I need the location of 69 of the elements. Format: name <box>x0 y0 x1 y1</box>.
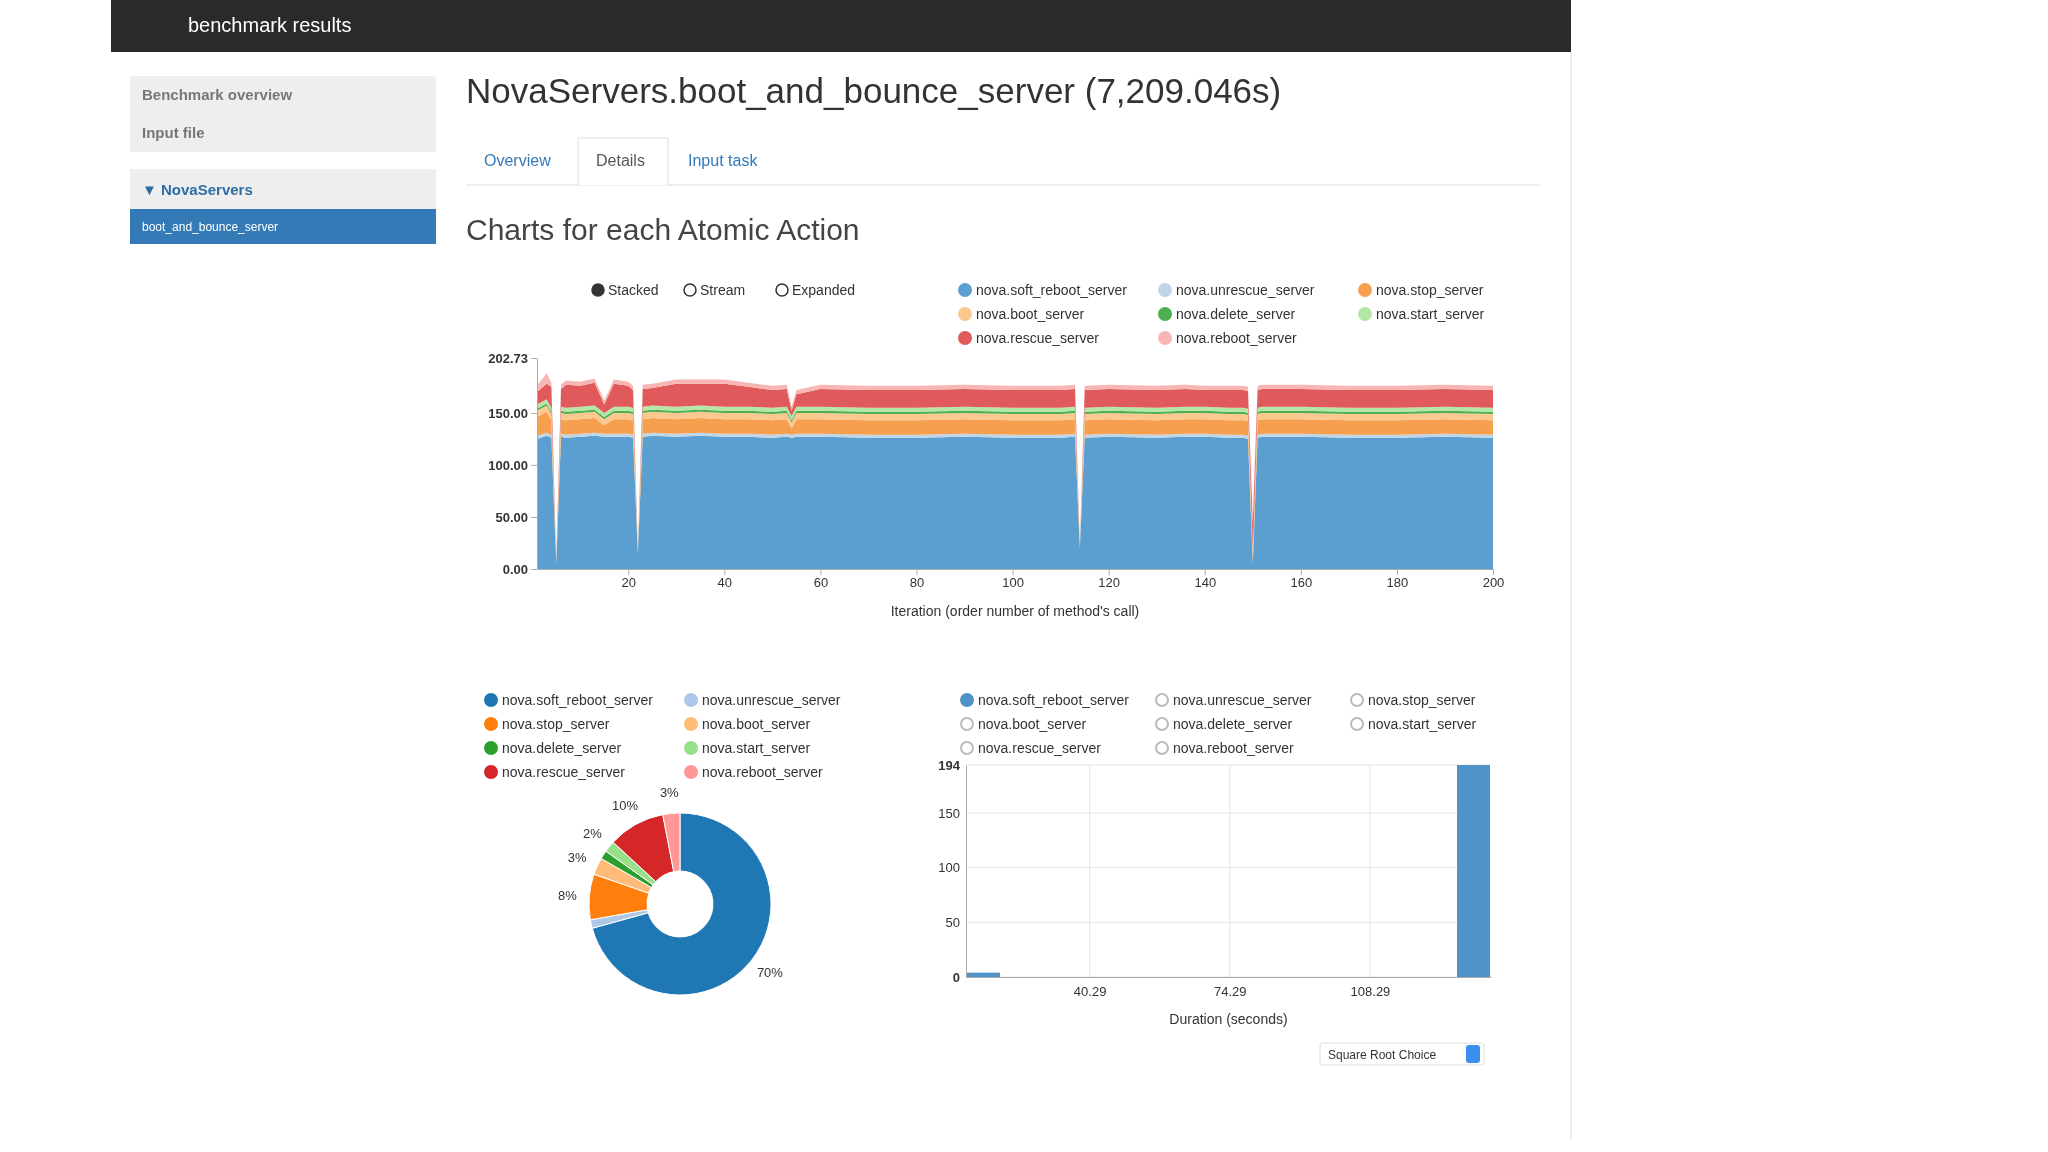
legend-label: nova.start_server <box>1376 306 1485 322</box>
text: Charts for each Atomic Action <box>466 213 860 246</box>
x-tick-label: 160 <box>1290 575 1313 591</box>
text: Details <box>596 152 645 169</box>
data-label: 3% <box>659 784 680 800</box>
y-tick-label: 150 <box>938 805 960 821</box>
y-tick-label: 100 <box>938 860 960 876</box>
data-label: 2% <box>582 825 603 841</box>
text: nova.stop_server <box>1368 692 1476 708</box>
text: nova.rescue_server <box>978 740 1102 756</box>
text: Input file <box>142 124 205 141</box>
y-tick-label: 50.00 <box>495 509 528 525</box>
data-label: 10% <box>612 798 639 814</box>
y-tick-label: 100.00 <box>488 457 528 473</box>
x-tick-label: 80 <box>909 575 925 591</box>
y-tick-label: 202.73 <box>488 350 528 366</box>
y-tick-label: 0.00 <box>502 561 528 577</box>
text: Square Root Choice <box>1328 1048 1437 1062</box>
x-tick-label: 200 <box>1482 575 1505 591</box>
legend-label: nova.boot_server <box>702 716 811 732</box>
x-tick-label: 60 <box>813 575 829 591</box>
text: benchmark results <box>188 14 352 36</box>
text: ▼ NovaServers <box>142 181 253 198</box>
y-tick-label: 150.00 <box>488 405 528 421</box>
y-tick-label: 0 <box>952 969 960 985</box>
text: Stacked <box>608 282 659 298</box>
x-axis-title: Duration (seconds) <box>1169 1011 1288 1027</box>
legend-label: nova.rescue_server <box>502 764 626 780</box>
data-label: 3% <box>567 850 588 866</box>
text: nova.delete_server <box>1173 716 1293 732</box>
text: NovaServers.boot_and_bounce_server (7,209.046s) <box>466 71 1282 110</box>
text: Overview <box>484 152 552 169</box>
legend-label: nova.delete_server <box>502 740 622 756</box>
legend-label: nova.reboot_server <box>1176 330 1297 346</box>
text: nova.unrescue_server <box>1173 692 1312 708</box>
x-tick-label: 120 <box>1098 575 1121 591</box>
legend-label: nova.boot_server <box>976 306 1085 322</box>
text: Expanded <box>792 282 856 298</box>
text: Input task <box>688 152 759 169</box>
text: nova.reboot_server <box>1173 740 1294 756</box>
text: Stream <box>700 282 746 298</box>
text: nova.boot_server <box>978 716 1087 732</box>
y-tick-label: 194 <box>938 757 961 773</box>
legend-label: nova.start_server <box>702 740 811 756</box>
x-tick-label: 40.29 <box>1073 984 1107 1000</box>
x-tick-label: 100 <box>1002 575 1024 591</box>
x-axis-title: Iteration (order number of method's call) <box>890 603 1140 619</box>
legend-label: nova.stop_server <box>502 716 610 732</box>
x-tick-label: 140 <box>1194 575 1217 591</box>
legend-label: nova.soft_reboot_server <box>976 282 1128 298</box>
legend-label: nova.rescue_server <box>976 330 1100 346</box>
legend-label: nova.delete_server <box>1176 306 1296 322</box>
data-label: 70% <box>756 965 784 981</box>
legend-label: nova.stop_server <box>1376 282 1484 298</box>
x-tick-label: 74.29 <box>1214 984 1247 1000</box>
legend-label: nova.soft_reboot_server <box>502 692 654 708</box>
y-tick-label: 50 <box>945 915 960 931</box>
legend-label: nova.unrescue_server <box>1176 282 1315 298</box>
text: Benchmark overview <box>142 86 293 103</box>
x-tick-label: 20 <box>621 575 637 591</box>
legend-label: nova.unrescue_server <box>702 692 841 708</box>
legend-label: nova.soft_reboot_server <box>978 692 1130 708</box>
x-tick-label: 108.29 <box>1350 984 1391 1000</box>
x-tick-label: 180 <box>1386 575 1409 591</box>
legend-label: nova.reboot_server <box>702 764 823 780</box>
data-label: 8% <box>557 888 578 904</box>
x-tick-label: 40 <box>717 575 733 591</box>
text: boot_and_bounce_server <box>142 220 279 234</box>
text: nova.start_server <box>1368 716 1477 732</box>
